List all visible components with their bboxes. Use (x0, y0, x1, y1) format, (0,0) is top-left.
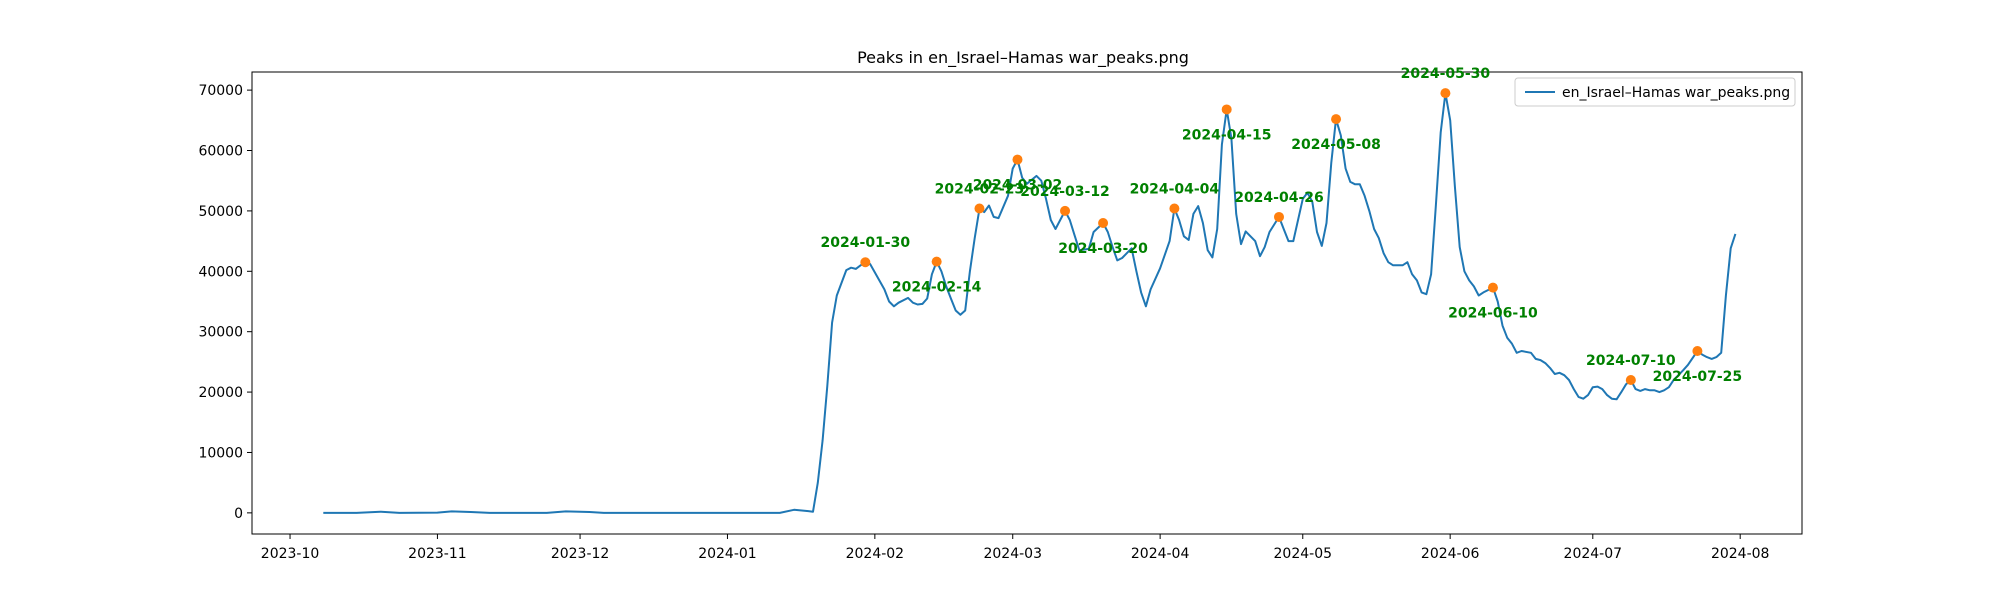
peak-marker (1440, 88, 1451, 99)
peak-label: 2024-03-20 (1058, 241, 1148, 257)
x-tick-label: 2024-06 (1421, 546, 1480, 562)
plot-frame (251, 71, 1803, 535)
peak-marker (974, 203, 985, 214)
y-tick-label: 30000 (198, 325, 243, 341)
x-tick-label: 2024-08 (1711, 546, 1770, 562)
peak-label: 2024-07-25 (1653, 369, 1743, 385)
x-axis: 2023-10 2023-11 2023-12 2024-01 2024-02 2024-… (261, 534, 1770, 562)
y-axis: 0 10000 20000 30000 40000 50000 60000 70000 (198, 83, 252, 522)
peak-marker (1098, 217, 1109, 228)
peak-marker (1487, 282, 1498, 293)
peak-label: 2024-02-23 (935, 181, 1025, 197)
legend-box (1514, 77, 1796, 107)
peak-label: 2024-03-12 (1020, 184, 1110, 200)
x-tick-label: 2024-02 (846, 546, 905, 562)
y-tick-label: 40000 (198, 264, 243, 280)
peak-label: 2024-04-04 (1130, 181, 1220, 197)
x-tick-label: 2024-05 (1274, 546, 1333, 562)
series-line (323, 92, 1737, 514)
x-tick-label: 2024-07 (1564, 546, 1623, 562)
peak-label: 2024-03-02 (973, 178, 1063, 194)
peak-marker (931, 256, 942, 267)
legend: en_Israel–Hamas war_peaks.png (1514, 77, 1796, 107)
x-tick-label: 2024-04 (1131, 546, 1190, 562)
x-tick-label: 2023-11 (408, 546, 467, 562)
peak-marker (860, 257, 871, 268)
peak-label: 2024-06-10 (1448, 306, 1538, 322)
peak-marker (1221, 104, 1232, 115)
x-tick-label: 2024-01 (698, 546, 757, 562)
peak-label: 2024-02-14 (892, 280, 982, 296)
peak-label: 2024-05-08 (1291, 137, 1381, 153)
peak-marker (1692, 346, 1703, 357)
y-tick-label: 50000 (198, 204, 243, 220)
y-tick-label: 10000 (198, 445, 243, 461)
peak-label: 2024-07-10 (1586, 353, 1676, 369)
peak-marker (1273, 211, 1284, 222)
chart-title: Peaks in en_Israel–Hamas war_peaks.png (857, 48, 1189, 68)
y-tick-label: 60000 (198, 144, 243, 160)
legend-label: en_Israel–Hamas war_peaks.png (1562, 85, 1790, 101)
peak-marker (1625, 375, 1636, 385)
peak-marker (1012, 154, 1023, 165)
peak-marker (1060, 205, 1071, 216)
y-tick-label: 20000 (198, 385, 243, 401)
y-tick-label: 0 (234, 506, 243, 522)
x-tick-label: 2024-03 (983, 546, 1042, 562)
peak-label: 2024-05-30 (1401, 66, 1491, 82)
x-tick-label: 2023-10 (261, 546, 320, 562)
peak-markers (860, 88, 1703, 385)
peak-label: 2024-04-26 (1234, 190, 1324, 206)
peak-label: 2024-01-30 (821, 235, 911, 251)
peak-marker (1331, 114, 1342, 125)
y-tick-label: 70000 (198, 83, 243, 99)
x-tick-label: 2023-12 (551, 546, 610, 562)
peak-labels: 2024-01-30 2024-02-14 2024-02-232024-03-02… (821, 66, 1743, 385)
peak-marker (1169, 203, 1180, 214)
peak-label: 2024-04-15 (1182, 127, 1272, 143)
